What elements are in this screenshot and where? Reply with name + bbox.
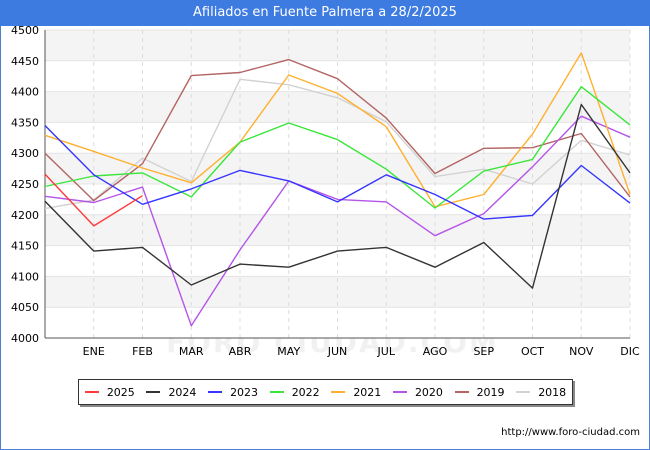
- legend-item-2025: 2025: [84, 385, 135, 399]
- series-line-2019: [44, 58, 631, 202]
- chart-title: Afiliados en Fuente Palmera a 28/2/2025: [0, 0, 650, 26]
- y-tick-label: 4450: [11, 55, 39, 68]
- x-tick-label: MAR: [179, 345, 204, 358]
- legend-swatch: [331, 391, 346, 393]
- y-tick-label: 4100: [11, 270, 39, 283]
- legend-item-2022: 2022: [269, 385, 320, 399]
- x-tick-label: MAY: [277, 345, 300, 358]
- series-line-2025: [44, 173, 143, 227]
- legend-item-2023: 2023: [208, 386, 258, 399]
- y-tick-label: 4250: [11, 178, 39, 191]
- legend-label: 2020: [414, 385, 443, 399]
- legend-item-2020: 2020: [392, 385, 443, 399]
- x-tick-label: JUL: [377, 345, 396, 358]
- y-tick-label: 4200: [11, 209, 39, 222]
- legend-swatch: [392, 391, 407, 393]
- legend-item-2019: 2019: [454, 385, 505, 399]
- series-line-2020: [44, 115, 631, 327]
- legend-label: 2025: [106, 385, 135, 399]
- legend-swatch: [269, 391, 284, 393]
- legend-label: 2018: [538, 385, 567, 399]
- legend-item-2024: 2024: [146, 386, 196, 399]
- x-tick-label: JUN: [327, 345, 348, 358]
- x-tick-label: ABR: [229, 345, 252, 358]
- x-tick-label: AGO: [423, 345, 448, 358]
- legend-label: 2024: [168, 385, 197, 399]
- x-tick-label: DIC: [620, 345, 640, 358]
- series-line-2024: [44, 103, 631, 289]
- x-tick-label: NOV: [569, 345, 594, 358]
- legend-label: 2022: [291, 385, 320, 399]
- legend-swatch: [84, 391, 99, 393]
- y-tick-label: 4000: [11, 332, 39, 345]
- legend-item-2018: 2018: [516, 386, 566, 399]
- y-tick-label: 4050: [11, 301, 39, 314]
- x-tick-label: ENE: [83, 345, 105, 358]
- y-tick-label: 4500: [11, 24, 39, 37]
- legend-swatch: [208, 391, 223, 393]
- y-tick-label: 4300: [11, 147, 39, 160]
- x-tick-label: OCT: [521, 345, 544, 358]
- x-tick-label: SEP: [473, 345, 494, 358]
- series-line-2023: [44, 125, 631, 220]
- legend-swatch: [516, 391, 531, 393]
- y-tick-label: 4350: [11, 116, 39, 129]
- source-url[interactable]: http://www.foro-ciudad.com: [501, 427, 640, 438]
- x-tick-label: FEB: [132, 345, 153, 358]
- legend-label: 2019: [476, 385, 505, 399]
- legend-label: 2021: [353, 385, 382, 399]
- series-line-2018: [44, 78, 631, 210]
- y-tick-label: 4150: [11, 240, 39, 253]
- legend: 2025 2024 2023 2022 2021 2020 2019 2018: [78, 379, 573, 405]
- legend-item-2021: 2021: [331, 386, 381, 399]
- legend-swatch: [146, 391, 161, 393]
- y-tick-label: 4400: [11, 86, 39, 99]
- series-line-2021: [44, 52, 631, 208]
- legend-label: 2023: [230, 385, 259, 399]
- series-line-2022: [44, 85, 631, 209]
- legend-swatch: [454, 391, 469, 393]
